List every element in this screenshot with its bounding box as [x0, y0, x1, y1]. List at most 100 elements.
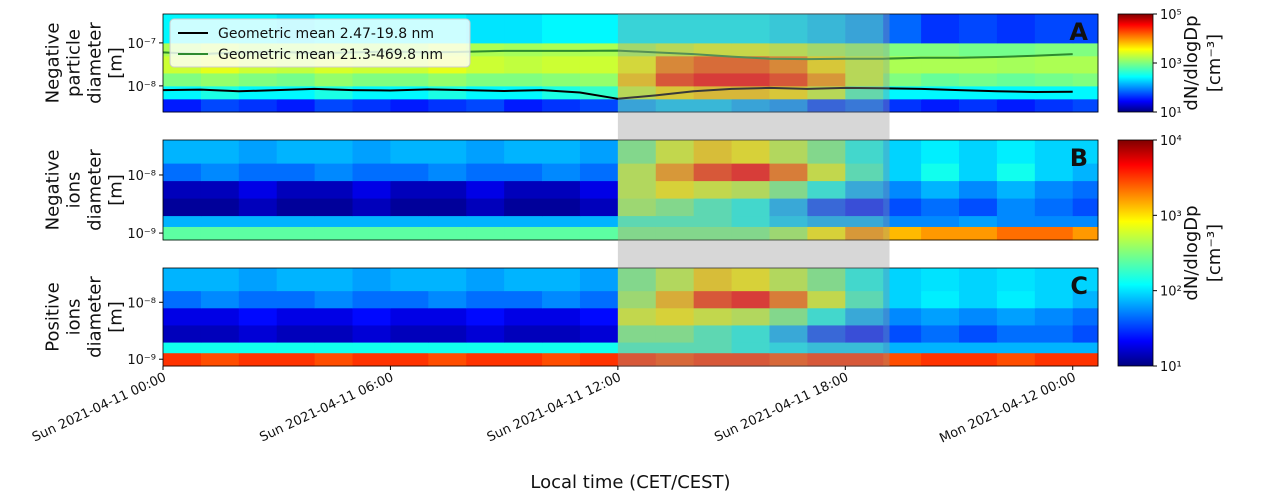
heatmap-cell	[731, 72, 770, 87]
heatmap-cell	[504, 307, 543, 326]
heatmap-cell	[504, 42, 543, 57]
heatmap-cell	[1034, 42, 1074, 57]
heatmap-cell	[314, 72, 354, 87]
heatmap-cell	[693, 290, 733, 309]
heatmap-cell	[390, 342, 429, 354]
heatmap-cell	[769, 140, 808, 164]
heatmap-cell	[200, 140, 240, 164]
heatmap-cell	[845, 324, 884, 343]
heatmap-cell	[238, 342, 278, 354]
heatmap-cell	[504, 140, 543, 164]
heatmap-cell	[542, 342, 581, 354]
x-tick-label: Sun 2021-04-11 18:00	[712, 370, 851, 445]
heatmap-cell	[466, 268, 505, 292]
heatmap-cell	[807, 98, 846, 113]
heatmap-cell	[428, 180, 467, 199]
heatmap-cell	[1072, 352, 1099, 367]
heatmap-cell	[504, 180, 543, 199]
heatmap-cell	[845, 226, 884, 241]
heatmap-cell	[466, 342, 505, 354]
heatmap-cell	[731, 163, 770, 182]
heatmap-cell	[693, 268, 733, 292]
heatmap-cell	[959, 290, 998, 309]
heatmap-cell	[466, 55, 505, 74]
heatmap-cell	[1072, 324, 1099, 343]
heatmap-cell	[200, 342, 240, 354]
heatmap-cell	[579, 42, 619, 57]
heatmap-cell	[617, 14, 657, 44]
heatmap-cell	[1072, 180, 1099, 199]
heatmap-cell	[163, 198, 202, 217]
heatmap-cell	[921, 14, 960, 44]
heatmap-cell	[542, 307, 581, 326]
heatmap-cell	[238, 72, 278, 87]
heatmap-cell	[693, 163, 733, 182]
heatmap-cell	[959, 42, 998, 57]
heatmap-cell	[883, 72, 922, 87]
heatmap-cell	[693, 215, 733, 227]
heatmap-cell	[845, 180, 884, 199]
heatmap-cell	[466, 163, 505, 182]
y-axis-label: ions	[64, 172, 85, 209]
heatmap-cell	[276, 163, 316, 182]
heatmap-cell	[996, 307, 1036, 326]
heatmap-cell	[807, 215, 846, 227]
heatmap-cell	[655, 215, 695, 227]
heatmap-cell	[996, 352, 1036, 367]
heatmap-cell	[731, 307, 770, 326]
heatmap-cell	[693, 72, 733, 87]
heatmap-cell	[769, 352, 808, 367]
colorbar-unit: [cm⁻³]	[1204, 34, 1225, 92]
colorbar	[1117, 139, 1154, 367]
heatmap-cell	[845, 140, 884, 164]
heatmap-cell	[655, 342, 695, 354]
heatmap-cell	[1034, 180, 1074, 199]
heatmap-cell	[883, 290, 922, 309]
legend-label: Geometric mean 2.47-19.8 nm	[218, 26, 434, 42]
heatmap-cell	[617, 342, 657, 354]
y-tick-label: 10⁻⁸	[127, 169, 156, 184]
heatmap-cell	[769, 98, 808, 113]
heatmap-cell	[769, 342, 808, 354]
heatmap-cell	[276, 85, 316, 100]
x-tick-label: Sun 2021-04-11 00:00	[30, 370, 169, 445]
plot-frame	[162, 267, 1099, 367]
heatmap-cell	[276, 140, 316, 164]
heatmap-cell	[769, 324, 808, 343]
heatmap-cell	[579, 14, 619, 44]
heatmap-cell	[428, 307, 467, 326]
heatmap-cell	[617, 290, 657, 309]
heatmap-cell	[466, 215, 505, 227]
heatmap-cell	[731, 55, 770, 74]
heatmap-cell	[921, 55, 960, 74]
heatmap-cell	[428, 290, 467, 309]
heatmap-cell	[276, 226, 316, 241]
heatmap-cell	[466, 85, 505, 100]
panel-label: A	[1069, 18, 1088, 46]
heatmap-cell	[466, 72, 505, 87]
heatmap-cell	[693, 198, 733, 217]
heatmap-cell	[428, 72, 467, 87]
colorbar-label: dN/dlogDp	[1181, 15, 1202, 110]
y-axis-label: diameter	[85, 276, 106, 358]
heatmap-cell	[1034, 72, 1074, 87]
heatmap-cell	[959, 352, 998, 367]
heatmap-cell	[352, 226, 391, 241]
heatmap-cell	[693, 226, 733, 241]
heatmap-cell	[314, 85, 354, 100]
heatmap-cell	[996, 268, 1036, 292]
heatmap-cell	[921, 180, 960, 199]
heatmap-cell	[390, 198, 429, 217]
heatmap-cell	[428, 342, 467, 354]
heatmap-cell	[1034, 324, 1074, 343]
heatmap-cell	[466, 307, 505, 326]
heatmap-cell	[845, 307, 884, 326]
heatmap-cell	[883, 140, 922, 164]
heatmap-cell	[163, 215, 202, 227]
heatmap-cell	[504, 198, 543, 217]
heatmap-cell	[731, 290, 770, 309]
colorbar	[1117, 13, 1154, 113]
x-tick-label: Sun 2021-04-11 06:00	[257, 370, 396, 445]
heatmap-cell	[390, 72, 429, 87]
